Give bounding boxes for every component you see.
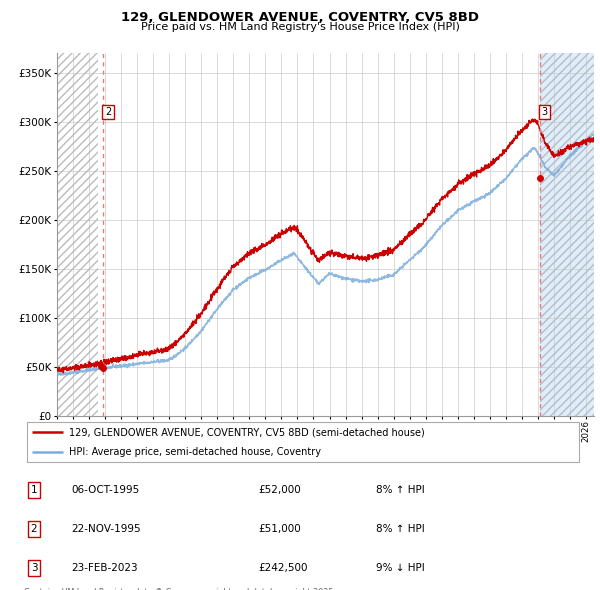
Text: Price paid vs. HM Land Registry's House Price Index (HPI): Price paid vs. HM Land Registry's House … (140, 22, 460, 32)
Text: £52,000: £52,000 (259, 486, 301, 495)
Text: 129, GLENDOWER AVENUE, COVENTRY, CV5 8BD: 129, GLENDOWER AVENUE, COVENTRY, CV5 8BD (121, 11, 479, 24)
Text: 129, GLENDOWER AVENUE, COVENTRY, CV5 8BD (semi-detached house): 129, GLENDOWER AVENUE, COVENTRY, CV5 8BD… (68, 427, 424, 437)
Bar (540, 53, 594, 416)
FancyBboxPatch shape (27, 422, 579, 462)
Bar (540, 53, 594, 416)
Text: 1: 1 (31, 486, 37, 495)
Text: 22-NOV-1995: 22-NOV-1995 (71, 524, 141, 534)
Text: 23-FEB-2023: 23-FEB-2023 (71, 563, 138, 573)
Text: 06-OCT-1995: 06-OCT-1995 (71, 486, 140, 495)
Text: HPI: Average price, semi-detached house, Coventry: HPI: Average price, semi-detached house,… (68, 447, 320, 457)
Text: £51,000: £51,000 (259, 524, 301, 534)
Text: 8% ↑ HPI: 8% ↑ HPI (376, 524, 424, 534)
Bar (57, 53, 98, 416)
Text: 8% ↑ HPI: 8% ↑ HPI (376, 486, 424, 495)
Text: £242,500: £242,500 (259, 563, 308, 573)
Text: 2: 2 (31, 524, 37, 534)
Text: 2: 2 (105, 107, 111, 117)
Text: Contains HM Land Registry data © Crown copyright and database right 2025.: Contains HM Land Registry data © Crown c… (24, 588, 336, 590)
Text: 9% ↓ HPI: 9% ↓ HPI (376, 563, 424, 573)
Text: 3: 3 (542, 107, 548, 117)
Bar (57, 53, 98, 416)
Text: 3: 3 (31, 563, 37, 573)
